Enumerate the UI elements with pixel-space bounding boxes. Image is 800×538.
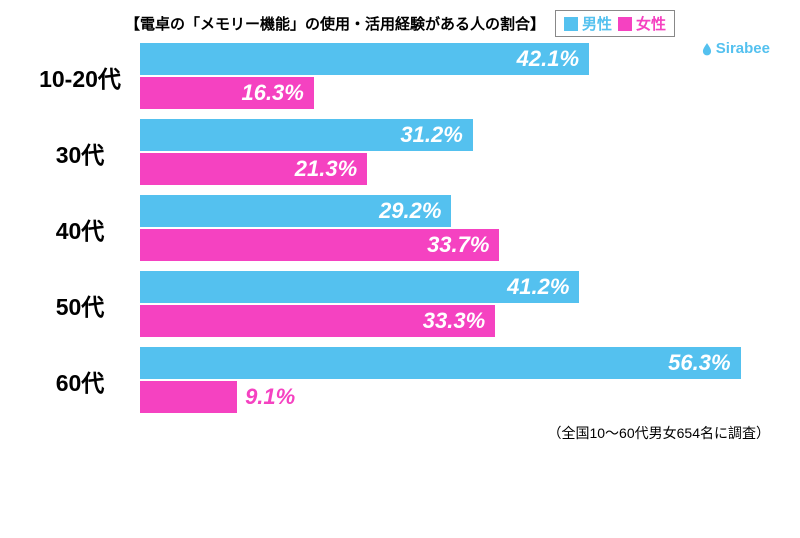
bar-fill: 56.3% <box>140 347 741 379</box>
category-label: 10-20代 <box>20 60 140 94</box>
bar-value: 21.3% <box>295 156 357 182</box>
bar-group: 40代 29.2% 33.7% <box>20 195 780 263</box>
bar-value: 9.1% <box>245 384 295 410</box>
category-label: 30代 <box>20 136 140 170</box>
bar-fill: 33.3% <box>140 305 495 337</box>
bars-wrapper: 56.3% 9.1% <box>140 347 780 415</box>
bar-female: 9.1% <box>140 381 780 413</box>
category-label: 60代 <box>20 364 140 398</box>
bar-value: 33.3% <box>423 308 485 334</box>
bar-group: 30代 31.2% 21.3% <box>20 119 780 187</box>
bar-fill: 33.7% <box>140 229 499 261</box>
bar-fill: 42.1% <box>140 43 589 75</box>
bar-group: 50代 41.2% 33.3% <box>20 271 780 339</box>
bar-female: 21.3% <box>140 153 780 185</box>
bar-value: 56.3% <box>668 350 730 376</box>
legend: 男性 女性 <box>555 10 675 37</box>
category-label: 50代 <box>20 288 140 322</box>
bar-female: 33.3% <box>140 305 780 337</box>
bar-value: 31.2% <box>400 122 462 148</box>
header-row: 【電卓の「メモリー機能」の使用・活用経験がある人の割合】 男性 女性 <box>20 10 780 37</box>
bar-fill: 9.1% <box>140 381 237 413</box>
bar-male: 42.1% <box>140 43 780 75</box>
bar-groups: 10-20代 42.1% 16.3% 30代 31.2% 21.3% 40代 29.2% 33.… <box>20 43 780 415</box>
bar-value: 41.2% <box>507 274 569 300</box>
chart-title: 【電卓の「メモリー機能」の使用・活用経験がある人の割合】 <box>125 13 545 34</box>
bar-fill: 41.2% <box>140 271 579 303</box>
bar-male: 31.2% <box>140 119 780 151</box>
legend-item-female: 女性 <box>618 13 666 34</box>
chart-container: 【電卓の「メモリー機能」の使用・活用経験がある人の割合】 男性 女性 Sirab… <box>0 0 800 538</box>
bar-value: 33.7% <box>427 232 489 258</box>
bar-male: 29.2% <box>140 195 780 227</box>
category-label: 40代 <box>20 212 140 246</box>
legend-swatch-female <box>618 17 632 31</box>
bars-wrapper: 41.2% 33.3% <box>140 271 780 339</box>
bar-female: 33.7% <box>140 229 780 261</box>
bar-group: 60代 56.3% 9.1% <box>20 347 780 415</box>
bar-value: 42.1% <box>517 46 579 72</box>
bar-male: 41.2% <box>140 271 780 303</box>
bar-group: 10-20代 42.1% 16.3% <box>20 43 780 111</box>
bar-value: 16.3% <box>241 80 303 106</box>
bar-fill: 16.3% <box>140 77 314 109</box>
bars-wrapper: 29.2% 33.7% <box>140 195 780 263</box>
bar-male: 56.3% <box>140 347 780 379</box>
legend-swatch-male <box>564 17 578 31</box>
bar-fill: 31.2% <box>140 119 473 151</box>
footnote: （全国10～60代男女654名に調査） <box>20 423 780 443</box>
legend-label-female: 女性 <box>636 13 666 34</box>
bar-fill: 21.3% <box>140 153 367 185</box>
legend-item-male: 男性 <box>564 13 612 34</box>
bars-wrapper: 42.1% 16.3% <box>140 43 780 111</box>
bar-fill: 29.2% <box>140 195 451 227</box>
legend-label-male: 男性 <box>582 13 612 34</box>
bar-female: 16.3% <box>140 77 780 109</box>
bar-value: 29.2% <box>379 198 441 224</box>
bars-wrapper: 31.2% 21.3% <box>140 119 780 187</box>
